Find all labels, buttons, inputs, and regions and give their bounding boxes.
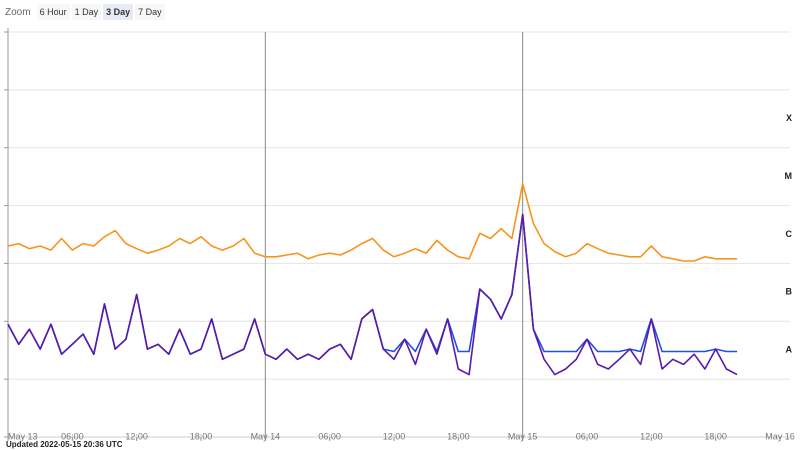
x-tick-label: 06:00 — [318, 431, 341, 441]
zoom-toolbar: Zoom 6 Hour 1 Day 3 Day 7 Day — [5, 3, 165, 21]
x-tick-label: May 14 — [251, 431, 281, 441]
x-tick-label: 12:00 — [640, 431, 663, 441]
x-tick-label: 12:00 — [125, 431, 148, 441]
zoom-button[interactable]: 6 Hour — [36, 4, 70, 20]
zoom-label: Zoom — [5, 6, 31, 18]
x-tick-label: 18:00 — [190, 431, 213, 441]
series-line — [7, 213, 738, 361]
series-line — [7, 182, 738, 262]
series-line — [7, 213, 738, 376]
x-tick-label: May 13 — [8, 431, 38, 441]
x-tick-label: 06:00 — [61, 431, 84, 441]
x-tick-label: 18:00 — [704, 431, 727, 441]
updated-note: Updated 2022-05-15 20:36 UTC — [6, 440, 123, 449]
class-label: X — [786, 113, 792, 123]
x-tick-label: 12:00 — [383, 431, 406, 441]
x-tick-label: May 15 — [508, 431, 538, 441]
class-label: A — [786, 345, 793, 355]
x-tick-label: May 16 — [765, 431, 795, 441]
class-label: B — [786, 287, 793, 297]
x-tick-label: 06:00 — [576, 431, 599, 441]
x-tick-label: 18:00 — [447, 431, 470, 441]
zoom-button[interactable]: 1 Day — [71, 4, 102, 20]
zoom-button[interactable]: 7 Day — [135, 4, 165, 20]
zoom-button[interactable]: 3 Day — [103, 4, 134, 20]
class-label: M — [785, 171, 793, 181]
class-label: C — [786, 229, 793, 239]
